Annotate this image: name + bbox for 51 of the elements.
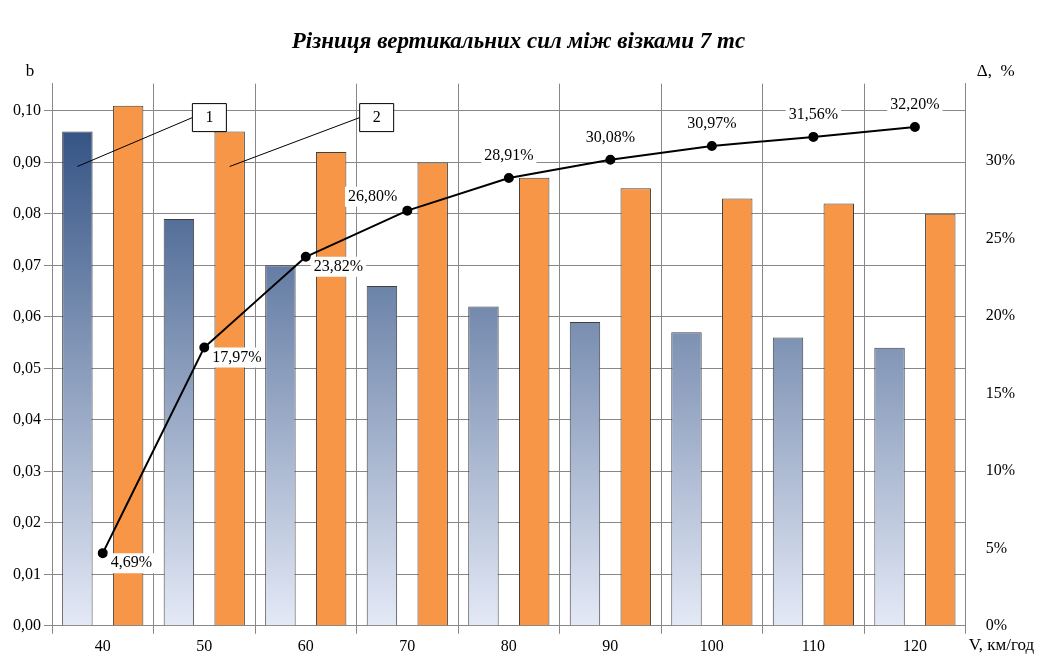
y-tick-label: 0,09 [13,152,41,170]
point [808,131,819,142]
x-tick-label: 50 [196,636,213,654]
x-tick-label: 70 [399,636,416,654]
chart-title: Різниця вертикальних сил між візками 7 тс [290,27,746,53]
point [706,141,717,152]
y2-tick-label: 5% [985,538,1007,556]
y-axis-title: b [25,61,35,81]
y-tick-label: 0,04 [13,410,41,428]
x-tick-label: 60 [297,636,314,654]
y2-tick-label: 10% [985,461,1015,479]
y-tick-label: 0,08 [13,204,41,222]
text: 2 [372,107,381,125]
x-tick-label: 120 [902,636,927,654]
y2-axis-title: Δ, % [976,61,1015,81]
x-tick-label: 40 [94,636,111,654]
y-tick-label: 0,03 [13,461,41,479]
x-tick-label: 110 [801,636,826,654]
point [605,154,616,165]
data-label: 17,97% [212,347,262,365]
y2-tick-label: 25% [985,228,1015,246]
x-axis-title: V, км/год [968,635,1035,655]
data-label: 28,91% [484,146,534,164]
point [503,172,514,183]
point [97,548,108,559]
text: 1 [205,107,214,125]
y-tick-label: 0,06 [13,307,41,325]
data-label: 30,97% [687,114,737,132]
point [199,342,210,353]
data-label: 32,20% [890,95,940,113]
y-tick-label: 0,07 [13,255,41,273]
y-tick-label: 0,02 [13,513,41,531]
y-tick-label: 0,01 [13,564,41,582]
x-tick-label: 100 [699,636,724,654]
y-tick-label: 0,05 [13,358,41,376]
data-label: 31,56% [788,105,839,123]
y-tick-label: 0,10 [13,101,41,119]
data-label: 4,69% [110,553,153,571]
y2-tick-label: 30% [985,151,1015,169]
x-tick-label: 90 [602,636,619,654]
y2-tick-label: 20% [985,306,1015,324]
data-label: 23,82% [313,257,364,274]
y2-tick-label: 15% [985,383,1015,401]
y-tick-label: 0,00 [13,616,41,633]
point [300,251,311,262]
y2-tick-label: 0% [985,616,1007,633]
data-label: 30,08% [585,128,636,146]
point [909,121,920,132]
point [402,205,413,216]
x-tick-label: 80 [500,636,517,654]
data-label: 26,80% [347,186,398,204]
